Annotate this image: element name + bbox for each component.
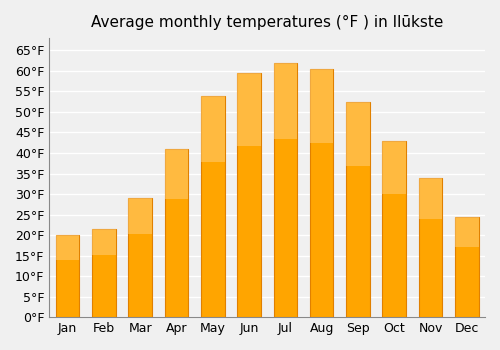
- Bar: [92, 229, 116, 256]
- Bar: [455, 217, 478, 247]
- Bar: [418, 178, 442, 317]
- Title: Average monthly temperatures (°F ) in Ilūkste: Average monthly temperatures (°F ) in Il…: [91, 15, 444, 30]
- Bar: [56, 235, 80, 260]
- Bar: [310, 69, 334, 317]
- Bar: [164, 149, 188, 317]
- Bar: [201, 96, 224, 317]
- Bar: [418, 178, 442, 219]
- Bar: [382, 141, 406, 317]
- Bar: [92, 229, 116, 317]
- Bar: [201, 96, 224, 162]
- Bar: [237, 73, 261, 146]
- Bar: [310, 69, 334, 144]
- Bar: [455, 217, 478, 317]
- Bar: [274, 63, 297, 139]
- Bar: [382, 141, 406, 194]
- Bar: [346, 102, 370, 317]
- Bar: [346, 102, 370, 166]
- Bar: [164, 149, 188, 200]
- Bar: [128, 198, 152, 234]
- Bar: [56, 235, 80, 317]
- Bar: [128, 198, 152, 317]
- Bar: [237, 73, 261, 317]
- Bar: [274, 63, 297, 317]
